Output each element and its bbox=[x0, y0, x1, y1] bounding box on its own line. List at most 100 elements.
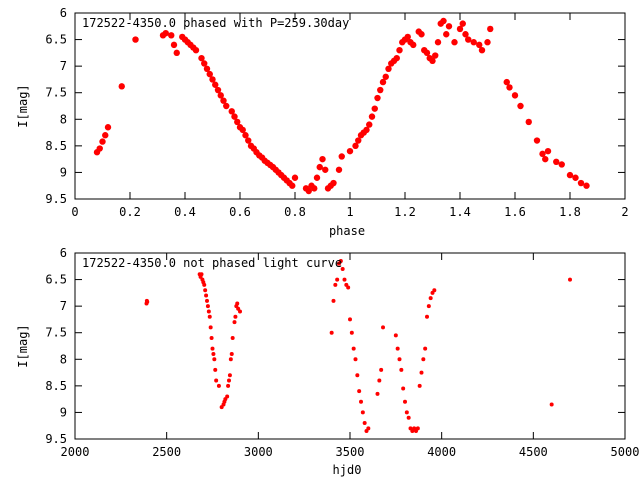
y-tick-label: 7 bbox=[60, 59, 67, 73]
data-point bbox=[233, 314, 238, 319]
data-point bbox=[423, 49, 431, 57]
y-tick-label: 6 bbox=[60, 6, 67, 20]
data-point bbox=[525, 118, 532, 126]
data-point bbox=[239, 126, 246, 134]
data-point bbox=[459, 20, 466, 27]
data-point bbox=[102, 132, 109, 139]
data-point bbox=[385, 65, 392, 73]
data-point bbox=[170, 41, 178, 49]
data-point bbox=[96, 145, 103, 152]
data-point bbox=[348, 317, 352, 322]
y-axis-ticks: 6 6.5 7 7.5 8 8.5 9 9.5 bbox=[45, 6, 625, 206]
data-point bbox=[223, 102, 230, 110]
data-point bbox=[322, 166, 329, 173]
data-point bbox=[319, 155, 326, 163]
data-point bbox=[245, 137, 252, 144]
data-point bbox=[209, 336, 214, 341]
x-tick-label: 0.8 bbox=[284, 205, 306, 219]
y-axis-label: I[mag] bbox=[16, 84, 30, 127]
data-point bbox=[330, 179, 337, 187]
y-tick-label: 8 bbox=[60, 352, 67, 366]
data-point bbox=[311, 185, 318, 192]
data-point bbox=[205, 304, 210, 309]
data-point bbox=[419, 370, 424, 375]
data-point bbox=[145, 299, 150, 304]
data-point bbox=[99, 138, 106, 145]
plot-title: 172522-4350.0 phased with P=259.30day bbox=[82, 16, 349, 30]
data-point bbox=[506, 84, 513, 91]
data-point bbox=[355, 137, 362, 144]
data-point bbox=[423, 346, 428, 351]
data-point bbox=[451, 39, 458, 46]
data-point bbox=[291, 174, 299, 181]
data-point bbox=[432, 288, 437, 293]
data-point bbox=[395, 346, 400, 351]
plot-title: 172522-4350.0 not phased light curve bbox=[82, 256, 342, 270]
data-point bbox=[227, 378, 231, 383]
data-point bbox=[434, 39, 442, 46]
data-point bbox=[234, 118, 241, 126]
y-tick-label: 6.5 bbox=[45, 273, 67, 287]
x-axis-ticks: 0 0.2 0.4 0.6 0.8 1 1.2 1.4 1.6 1.8 2 bbox=[71, 13, 629, 219]
data-point bbox=[340, 266, 345, 271]
data-point bbox=[173, 49, 180, 57]
x-tick-label: 5000 bbox=[611, 445, 640, 459]
x-tick-label: 3000 bbox=[244, 445, 273, 459]
data-point bbox=[410, 41, 417, 49]
data-point bbox=[381, 325, 385, 330]
x-tick-label: 2 bbox=[621, 205, 628, 219]
data-point bbox=[566, 171, 574, 179]
data-point bbox=[487, 25, 494, 33]
data-point bbox=[379, 367, 384, 372]
data-point bbox=[533, 137, 541, 144]
data-point bbox=[476, 41, 483, 49]
data-point bbox=[374, 94, 381, 102]
data-point bbox=[305, 187, 312, 195]
data-point bbox=[204, 293, 209, 298]
data-point bbox=[346, 285, 351, 290]
data-point bbox=[478, 47, 486, 54]
data-point bbox=[338, 153, 345, 160]
y-tick-label: 6.5 bbox=[45, 33, 67, 47]
x-tick-label: 1.2 bbox=[394, 205, 416, 219]
data-point bbox=[205, 298, 209, 303]
data-point bbox=[465, 36, 472, 43]
data-point bbox=[242, 132, 249, 139]
data-point bbox=[228, 108, 235, 115]
data-point bbox=[202, 282, 207, 287]
data-point bbox=[406, 415, 411, 420]
x-tick-label: 1.4 bbox=[449, 205, 471, 219]
data-point bbox=[229, 351, 234, 356]
data-point bbox=[351, 346, 356, 351]
data-point bbox=[209, 76, 216, 83]
data-point bbox=[426, 304, 431, 309]
y-tick-label: 9 bbox=[60, 405, 67, 419]
data-point bbox=[399, 367, 404, 372]
data-point bbox=[217, 92, 224, 99]
x-axis-label: phase bbox=[329, 224, 365, 238]
data-point bbox=[443, 31, 450, 38]
data-point bbox=[206, 70, 213, 78]
data-point bbox=[397, 357, 402, 362]
x-tick-label: 2000 bbox=[61, 445, 90, 459]
data-points bbox=[93, 17, 590, 195]
y-tick-label: 7 bbox=[60, 299, 67, 313]
data-point bbox=[226, 383, 231, 388]
y-tick-label: 6 bbox=[60, 246, 67, 260]
data-point bbox=[203, 288, 208, 293]
data-point bbox=[484, 39, 491, 46]
data-point bbox=[214, 378, 219, 383]
data-point bbox=[132, 36, 139, 43]
data-point bbox=[231, 113, 238, 120]
data-point bbox=[212, 357, 217, 362]
y-tick-label: 8 bbox=[60, 112, 67, 126]
data-point bbox=[503, 78, 510, 86]
data-point bbox=[377, 378, 382, 383]
data-point bbox=[192, 47, 200, 54]
data-point bbox=[572, 174, 579, 181]
x-axis-ticks: 2000 2500 3000 3500 4000 4500 5000 bbox=[61, 253, 640, 459]
data-point bbox=[415, 426, 420, 431]
x-axis-label: hjd0 bbox=[333, 463, 362, 477]
data-point bbox=[382, 73, 389, 80]
data-point bbox=[355, 373, 360, 378]
